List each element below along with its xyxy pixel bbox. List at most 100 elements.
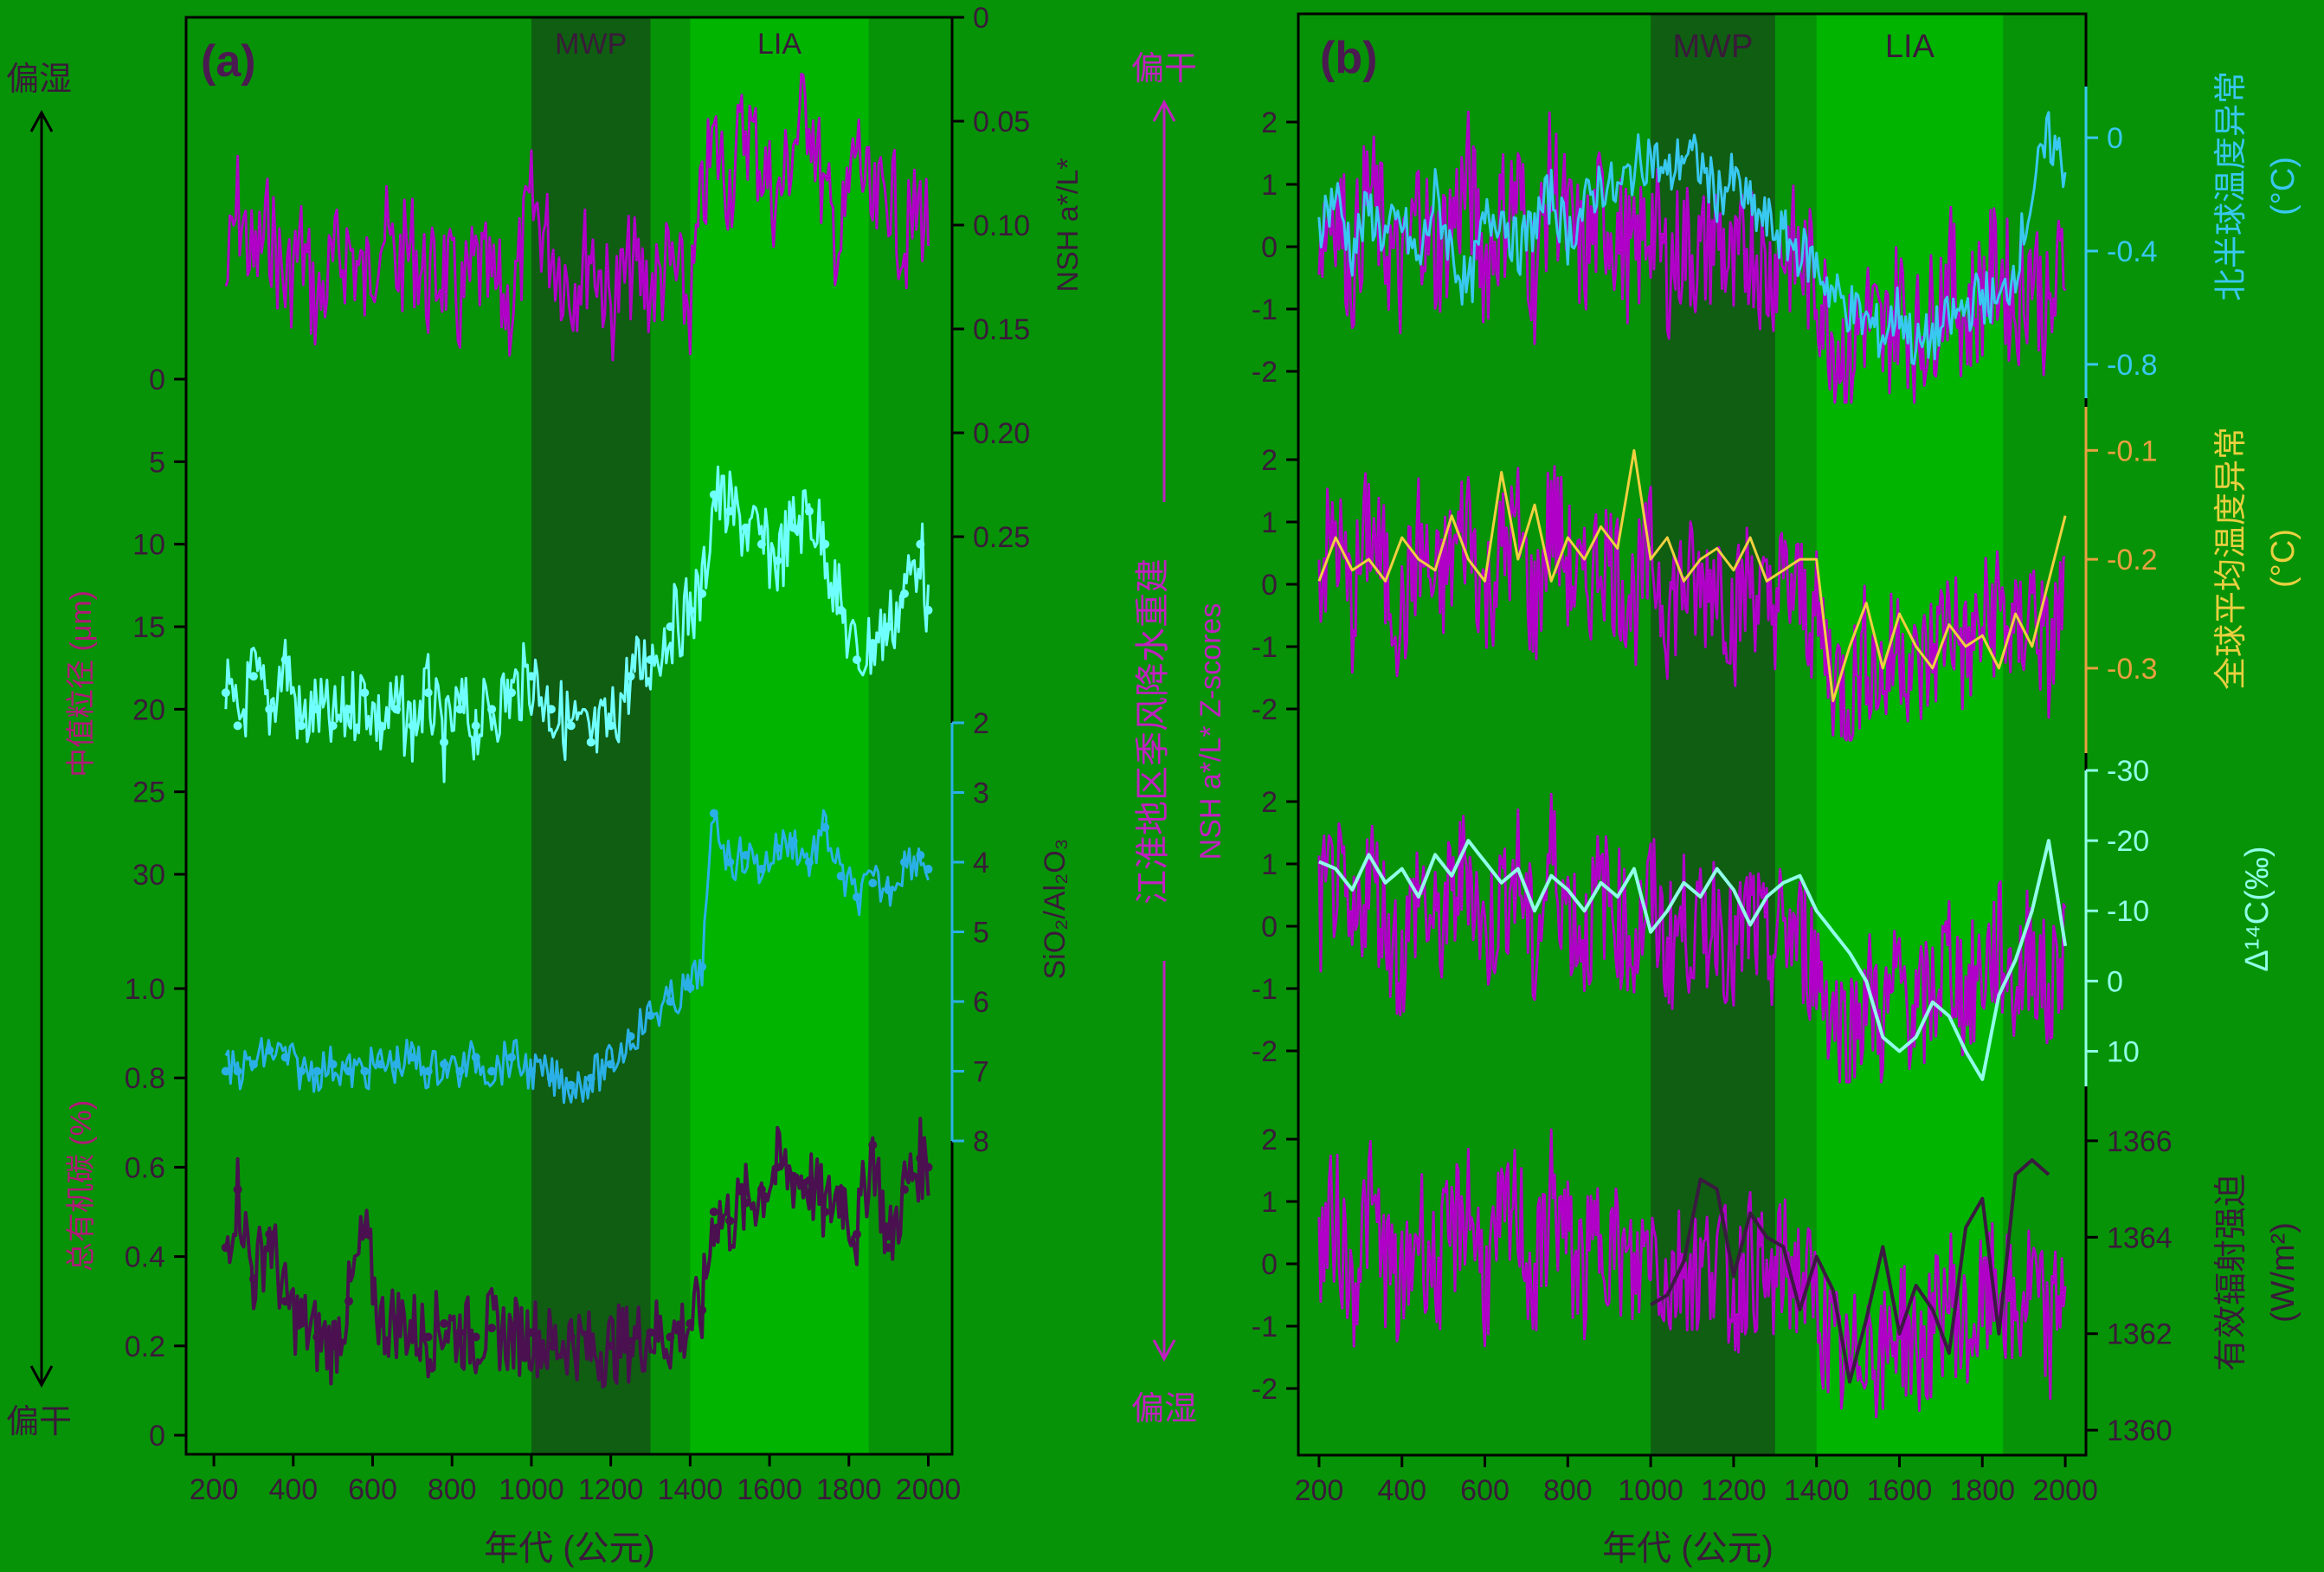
a-series-3-point-40	[884, 1243, 893, 1253]
b-axis-4-tick-label-1: 1	[1261, 848, 1278, 881]
b-axis-0-tick-label-1: 1	[1261, 169, 1278, 202]
a-series-1-point-28	[698, 589, 707, 598]
panel-b-xlabel: 年代 (公元)	[1602, 1530, 1774, 1568]
a-xtick-label-8: 1800	[816, 1473, 882, 1506]
b-axis-5-tick-label-0: -30	[2107, 755, 2149, 788]
panel-a-series	[221, 73, 933, 1388]
b-axis-1-tick-label-1: -0.4	[2107, 235, 2158, 268]
b-xtick-label-9: 2000	[2032, 1474, 2098, 1507]
a-series-3-point-21	[566, 1332, 576, 1342]
b-axis-0-tick-label-0: 2	[1261, 106, 1278, 139]
a-axis-0-tick-label-2: 0.10	[973, 209, 1030, 242]
a-series-1-point-33	[773, 556, 782, 565]
a-series-line-1	[224, 465, 930, 783]
panel-a-xlabel: 年代 (公元)	[484, 1530, 655, 1568]
a-series-3-point-6	[312, 1332, 322, 1342]
a-series-1-point-11	[392, 705, 402, 714]
a-axis-2-tick-label-4: 6	[973, 986, 989, 1019]
b-axis-1-tick-label-2: -0.8	[2107, 349, 2158, 382]
a-series-2-point-6	[312, 1066, 322, 1076]
a-xtick-label-1: 400	[268, 1473, 318, 1506]
a-series-1-point-4	[280, 655, 290, 665]
a-axis-2-tick-label-6: 8	[973, 1125, 989, 1158]
b-axis-3-tick-label-1: -0.2	[2107, 544, 2158, 577]
b-axis-3-tick-label-0: -0.1	[2107, 435, 2158, 467]
a-xtick-label-6: 1400	[658, 1473, 724, 1506]
a-xtick-label-0: 200	[190, 1473, 239, 1506]
b-xtick-label-5: 1200	[1701, 1474, 1767, 1507]
b-axis-5-tick-label-4: 10	[2107, 1035, 2140, 1068]
a-series-3-point-18	[507, 1332, 517, 1342]
a-series-1-point-13	[423, 688, 433, 698]
a-series-2-point-19	[526, 1066, 536, 1076]
b-series-line-7	[1650, 1158, 2050, 1384]
a-series-2-point-18	[507, 1053, 517, 1062]
b-series-line-4	[1317, 792, 2067, 1084]
b-xtick-label-0: 200	[1295, 1474, 1344, 1507]
panel-b-axes: 200 400 600 800 1000 1200 1400 1600 1800 2000210-…	[1252, 87, 2173, 1507]
a-series-1-point-41	[899, 589, 909, 598]
a-series-2-point-23	[606, 1060, 615, 1069]
a-series-3-point-5	[296, 1319, 306, 1328]
a-axis-2-tick-label-0: 2	[973, 707, 989, 740]
a-series-2-point-20	[546, 1073, 556, 1083]
a-axis-1-tick-label-0: 0	[149, 364, 165, 396]
a-axis-2-tick-label-2: 4	[973, 847, 989, 879]
a-series-1-point-21	[566, 721, 576, 731]
a-series-2-point-30	[725, 858, 735, 867]
a-series-2-point-35	[804, 858, 814, 867]
b-xtick-label-4: 1000	[1618, 1474, 1683, 1507]
b-xtick-label-6: 1400	[1784, 1474, 1850, 1507]
panel-a-lia-label: LIA	[757, 28, 801, 61]
panel-a-sio2-axis-label: SiO₂/Al₂O₃	[1039, 838, 1072, 979]
a-series-3-point-39	[868, 1140, 878, 1150]
a-series-1-point-14	[440, 738, 449, 747]
a-series-2-point-14	[440, 1060, 449, 1069]
a-series-2-point-24	[626, 1032, 635, 1041]
b-axis-5-tick-label-1: -20	[2107, 825, 2149, 858]
b-axis-6-tick-label-4: -2	[1252, 1373, 1278, 1406]
b-axis-4-tick-label-3: -1	[1252, 973, 1278, 1006]
b-xtick-label-8: 1800	[1949, 1474, 2015, 1507]
a-series-3-point-23	[606, 1341, 615, 1350]
a-series-1-point-30	[725, 506, 735, 516]
panel-a-mwp-label: MWP	[555, 28, 627, 61]
a-series-3-point-35	[804, 1176, 814, 1185]
a-series-3-point-8	[344, 1297, 354, 1306]
a-series-1-point-16	[471, 721, 480, 731]
a-series-1-point-43	[924, 605, 933, 615]
a-axis-3-tick-label-0: 0	[149, 1420, 165, 1453]
a-series-3-point-16	[471, 1332, 480, 1342]
b-series-line-0	[1317, 110, 2067, 404]
a-series-3-point-29	[709, 1208, 718, 1216]
a-series-2-point-0	[221, 1066, 230, 1076]
a-series-2-point-34	[789, 836, 798, 846]
a-axis-0-tick-label-4: 0.20	[973, 417, 1030, 450]
panel-b-global-axis-label: 全球平均温度异常	[2213, 427, 2250, 690]
a-series-3-point-43	[924, 1163, 933, 1172]
panel-b: 200 400 600 800 1000 1200 1400 1600 1800 2000210-…	[1131, 12, 2301, 1568]
a-series-3-point-37	[836, 1185, 846, 1195]
panel-b-lia-label: LIA	[1885, 29, 1935, 65]
a-series-2-point-39	[868, 879, 878, 888]
a-series-1-point-17	[487, 705, 497, 714]
a-series-2-point-9	[360, 1066, 370, 1076]
a-series-1-point-9	[360, 688, 370, 698]
a-axis-3-tick-label-4: 0.8	[125, 1062, 165, 1095]
a-axis-0-tick-label-0: 0	[973, 2, 989, 35]
b-axis-7-tick-label-3: 1360	[2107, 1414, 2173, 1447]
a-series-3-point-24	[626, 1337, 635, 1346]
panel-b-mwp-label: MWP	[1673, 29, 1754, 65]
a-series-2-point-4	[280, 1053, 290, 1062]
a-axis-1-tick-label-1: 5	[149, 446, 165, 479]
a-axis-2-tick-label-5: 7	[973, 1056, 989, 1089]
panel-b-arrow-top-label: 偏干	[1131, 51, 1197, 87]
panel-a-arrow-bottom-label: 偏干	[6, 1404, 72, 1440]
a-series-1-point-1	[233, 721, 242, 731]
a-series-1-point-42	[916, 539, 925, 549]
b-axis-0-tick-label-4: -2	[1252, 356, 1278, 389]
a-xtick-label-9: 2000	[896, 1473, 962, 1506]
a-series-3-point-12	[408, 1324, 417, 1333]
a-series-2-point-27	[686, 982, 695, 992]
